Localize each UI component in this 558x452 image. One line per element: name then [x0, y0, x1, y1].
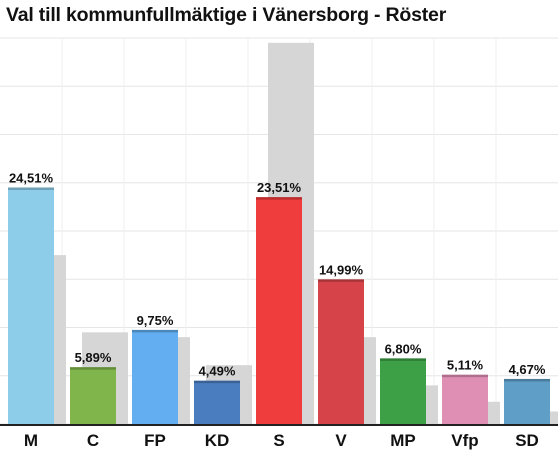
value-labels: 24,51% 5,89% 9,75% 4,49% 23,51% 14,99% 6,80% 5,…	[9, 170, 546, 378]
category-label-s: S	[273, 431, 284, 450]
bar-top-edge	[504, 378, 550, 382]
current-election-bars	[8, 187, 550, 424]
bar-m	[8, 187, 54, 424]
value-label-vfp: 5,11%	[447, 358, 484, 373]
category-label-c: C	[87, 431, 99, 450]
x-axis: M C FP KD S V MP Vfp SD	[0, 424, 558, 450]
value-label-fp: 9,75%	[137, 313, 174, 328]
value-label-sd: 4,67%	[509, 362, 546, 377]
category-label-fp: FP	[144, 431, 166, 450]
bar-top-edge	[132, 329, 178, 333]
bar-c	[70, 367, 116, 424]
category-label-v: V	[335, 431, 347, 450]
bar-top-edge	[194, 380, 240, 384]
category-label-kd: KD	[205, 431, 230, 450]
bar-top-edge	[380, 358, 426, 361]
value-label-s: 23,51%	[257, 180, 302, 195]
value-label-mp: 6,80%	[385, 341, 422, 356]
category-label-vfp: Vfp	[451, 431, 478, 450]
value-label-m: 24,51%	[9, 170, 54, 185]
bar-top-edge	[318, 279, 364, 282]
bar-fp	[132, 329, 178, 424]
bar-vfp	[442, 374, 488, 424]
value-label-c: 5,89%	[75, 350, 112, 365]
bar-kd	[194, 380, 240, 424]
bar-top-edge	[442, 374, 488, 378]
category-label-m: M	[24, 431, 38, 450]
bar-top-edge	[70, 367, 116, 370]
value-label-v: 14,99%	[319, 262, 364, 277]
bar-mp	[380, 358, 426, 424]
category-label-mp: MP	[390, 431, 416, 450]
value-label-kd: 4,49%	[199, 364, 236, 379]
bar-v	[318, 279, 364, 424]
category-label-sd: SD	[515, 431, 539, 450]
bar-top-edge	[8, 187, 54, 190]
bar-s	[256, 197, 302, 424]
chart-title: Val till kommunfullmäktige i Vänersborg …	[6, 4, 447, 26]
bar-sd	[504, 378, 550, 424]
bar-top-edge	[256, 197, 302, 200]
